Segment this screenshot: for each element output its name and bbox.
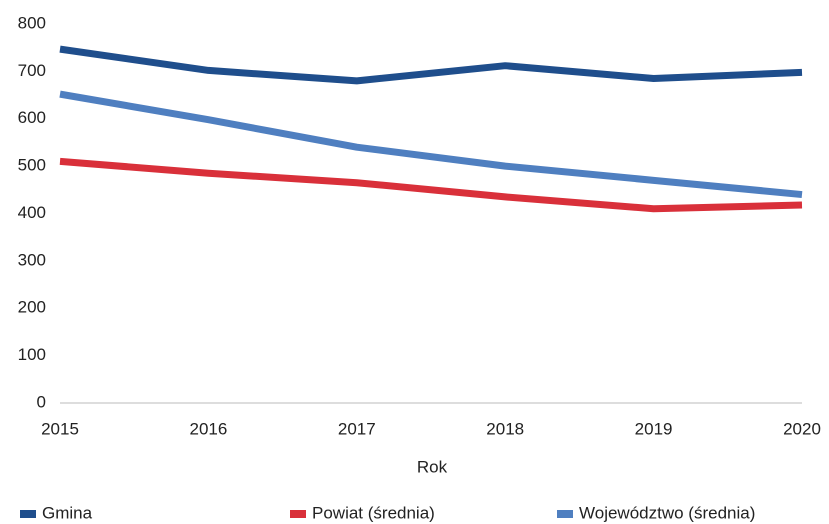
x-tick-label: 2018 [486,419,524,438]
y-tick-label: 700 [18,61,46,80]
legend-swatch [20,510,36,518]
y-tick-label: 100 [18,345,46,364]
y-tick-label: 300 [18,250,46,269]
x-tick-label: 2016 [189,419,227,438]
x-tick-label: 2017 [338,419,376,438]
series-line [59,45,803,85]
y-tick-label: 500 [18,156,46,175]
legend-label: Województwo (średnia) [579,503,755,522]
x-tick-label: 2015 [41,419,79,438]
y-tick-label: 0 [37,392,46,411]
series-line [59,90,803,199]
legend-label: Powiat (średnia) [312,503,435,522]
legend-swatch [290,510,306,518]
y-tick-label: 800 [18,13,46,32]
x-axis-label: Rok [417,457,448,476]
y-tick-label: 200 [18,298,46,317]
y-tick-label: 600 [18,108,46,127]
series-line [59,157,803,213]
legend-swatch [557,510,573,518]
x-tick-label: 2020 [783,419,821,438]
y-tick-label: 400 [18,203,46,222]
x-tick-label: 2019 [635,419,673,438]
legend-label: Gmina [42,503,93,522]
